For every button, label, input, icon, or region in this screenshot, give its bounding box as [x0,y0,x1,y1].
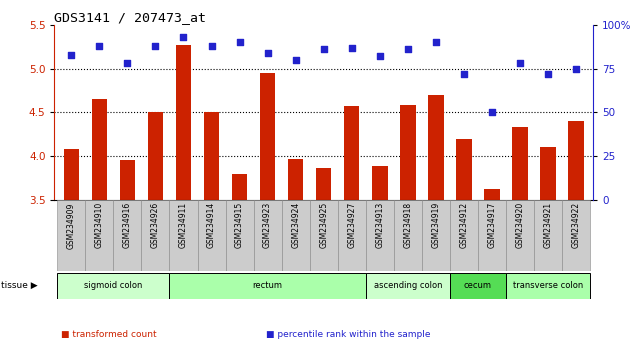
Bar [169,200,197,271]
Bar [394,200,422,271]
Text: GSM234924: GSM234924 [291,202,300,249]
Bar [92,99,107,200]
Bar [288,159,303,200]
Bar [120,160,135,200]
Text: sigmoid colon: sigmoid colon [84,281,142,290]
Bar [254,200,281,271]
Text: transverse colon: transverse colon [513,281,583,290]
Text: GSM234920: GSM234920 [515,202,524,249]
Text: GSM234923: GSM234923 [263,202,272,249]
Bar [232,174,247,200]
Point [122,61,133,66]
Point [206,43,217,48]
Bar [310,200,338,271]
Text: cecum: cecum [464,281,492,290]
Bar [512,127,528,200]
Text: GSM234914: GSM234914 [207,202,216,249]
Bar [422,200,450,271]
Point [150,43,160,48]
Text: ■ percentile rank within the sample: ■ percentile rank within the sample [266,330,431,339]
Bar [428,95,444,200]
Point [178,34,188,40]
Bar [176,45,191,200]
Text: tissue ▶: tissue ▶ [1,281,38,290]
Bar [169,273,366,299]
Bar [366,273,450,299]
Text: GSM234909: GSM234909 [67,202,76,249]
Bar [450,273,506,299]
Bar [478,200,506,271]
Point [487,110,497,115]
Point [543,71,553,77]
Text: rectum: rectum [253,281,283,290]
Text: GSM234921: GSM234921 [544,202,553,248]
Bar [142,200,169,271]
Point [319,46,329,52]
Text: GSM234915: GSM234915 [235,202,244,249]
Point [515,61,525,66]
Point [235,40,245,45]
Text: GSM234919: GSM234919 [431,202,440,249]
Bar [57,200,85,271]
Point [374,53,385,59]
Point [571,66,581,72]
Point [403,46,413,52]
Point [431,40,441,45]
Text: GSM234927: GSM234927 [347,202,356,249]
Bar [226,200,254,271]
Point [347,45,357,50]
Bar [450,200,478,271]
Bar [562,200,590,271]
Bar [366,200,394,271]
Point [94,43,104,48]
Bar [281,200,310,271]
Bar [113,200,142,271]
Text: GSM234916: GSM234916 [123,202,132,249]
Bar [506,273,590,299]
Bar [260,73,276,200]
Text: GSM234918: GSM234918 [403,202,412,248]
Text: GSM234913: GSM234913 [375,202,385,249]
Text: GSM234912: GSM234912 [460,202,469,248]
Text: GSM234922: GSM234922 [572,202,581,248]
Bar [344,106,360,200]
Bar [197,200,226,271]
Bar [204,112,219,200]
Bar [63,149,79,200]
Text: GSM234925: GSM234925 [319,202,328,249]
Bar [147,113,163,200]
Text: GSM234926: GSM234926 [151,202,160,249]
Text: ■ transformed count: ■ transformed count [61,330,156,339]
Bar [57,273,169,299]
Bar [540,148,556,200]
Bar [569,121,584,200]
Text: GSM234917: GSM234917 [487,202,497,249]
Text: ascending colon: ascending colon [374,281,442,290]
Text: GSM234910: GSM234910 [95,202,104,249]
Bar [338,200,366,271]
Bar [456,139,472,200]
Bar [372,166,388,200]
Point [66,52,76,57]
Bar [506,200,534,271]
Bar [316,167,331,200]
Point [459,71,469,77]
Point [263,50,273,56]
Bar [400,105,415,200]
Text: GSM234911: GSM234911 [179,202,188,248]
Point [290,57,301,63]
Bar [85,200,113,271]
Bar [484,189,500,200]
Text: GDS3141 / 207473_at: GDS3141 / 207473_at [54,11,206,24]
Bar [534,200,562,271]
